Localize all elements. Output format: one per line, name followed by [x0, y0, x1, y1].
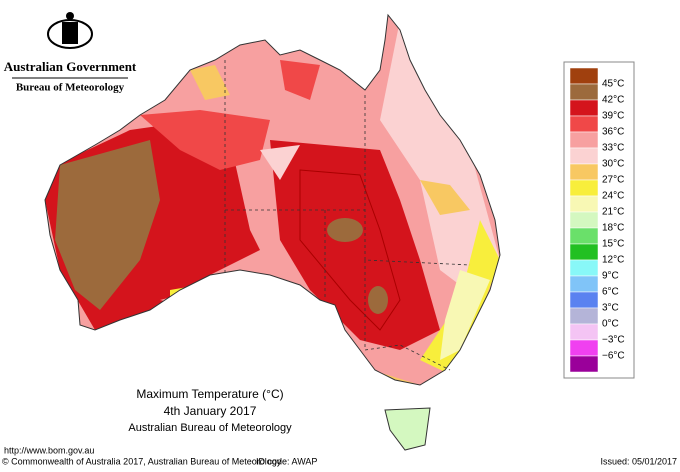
legend-frame	[563, 61, 635, 379]
id-code: ID code: AWAP	[256, 456, 317, 466]
legend-swatch	[569, 163, 599, 181]
legend-swatch	[569, 179, 599, 197]
legend-swatch	[569, 243, 599, 261]
legend-swatch	[569, 323, 599, 341]
legend-label: 30°C	[602, 159, 624, 170]
legend-swatch	[569, 291, 599, 309]
legend-label: 9°C	[602, 271, 619, 282]
legend-swatch	[569, 147, 599, 165]
legend-swatch	[569, 131, 599, 149]
legend-swatch	[569, 275, 599, 293]
government-name: Australian Government	[4, 59, 137, 74]
tasmania	[384, 407, 431, 451]
legend-label: 27°C	[602, 175, 624, 186]
url: http://www.bom.gov.au	[4, 445, 94, 455]
legend-label: −6°C	[602, 351, 625, 362]
map-title: Maximum Temperature (°C)	[136, 387, 283, 401]
state-borders	[224, 60, 471, 371]
legend-label: −3°C	[602, 335, 625, 346]
map-date: 4th January 2017	[164, 404, 257, 418]
legend-label: 45°C	[602, 79, 624, 90]
coastline	[44, 13, 501, 386]
legend-swatch	[569, 99, 599, 117]
legend-swatch	[569, 307, 599, 325]
legend: 45°C 42°C 39°C 36°C 33°C 30°C 27°C 24°C 21°C 18°C…	[563, 61, 635, 379]
legend-swatch	[569, 259, 599, 277]
legend-label: 36°C	[602, 127, 624, 138]
legend-swatch	[569, 115, 599, 133]
legend-label: 33°C	[602, 143, 624, 154]
map-source: Australian Bureau of Meteorology	[128, 422, 292, 434]
legend-swatch	[569, 83, 599, 101]
legend-label: 6°C	[602, 287, 619, 298]
agency-name: Bureau of Meteorology	[16, 82, 125, 94]
legend-swatch	[569, 227, 599, 245]
legend-swatch	[569, 67, 599, 85]
legend-label: 0°C	[602, 319, 619, 330]
legend-label: 21°C	[602, 207, 624, 218]
legend-label: 3°C	[602, 303, 619, 314]
legend-label: 12°C	[602, 255, 624, 266]
legend-swatch	[569, 339, 599, 357]
legend-swatch	[569, 195, 599, 213]
legend-label: 39°C	[602, 111, 624, 122]
issued-date: Issued: 05/01/2017	[600, 456, 677, 466]
legend-swatch	[569, 355, 599, 373]
legend-label: 42°C	[602, 95, 624, 106]
legend-label: 24°C	[602, 191, 624, 202]
legend-swatch	[569, 211, 599, 229]
legend-label: 18°C	[602, 223, 624, 234]
crest	[47, 12, 93, 49]
copyright: © Commonwealth of Australia 2017, Austra…	[2, 456, 282, 466]
legend-label: 15°C	[602, 239, 624, 250]
